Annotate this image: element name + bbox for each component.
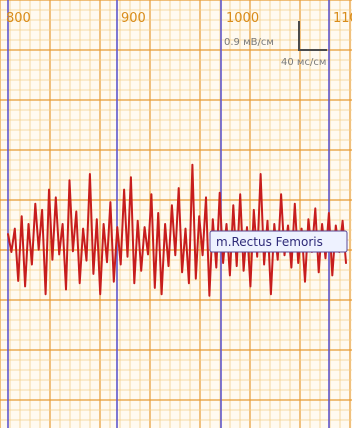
time-tick-1000: 1000 — [226, 11, 259, 26]
amplitude-scale-label: 0.9 мВ/см — [224, 37, 274, 48]
time-tick-900: 900 — [121, 11, 146, 26]
time-tick-800: 800 — [6, 11, 31, 26]
scale-bar: 0.9 мВ/см 40 мс/см — [224, 21, 327, 68]
time-scale-label: 40 мс/см — [281, 57, 326, 68]
trace-label: m.Rectus Femoris — [209, 230, 348, 253]
time-tick-1100: 110 — [333, 11, 352, 26]
trace-label-box — [209, 230, 348, 253]
scale-bar-bracket — [298, 21, 327, 51]
trace-label-text: m.Rectus Femoris — [216, 235, 323, 249]
